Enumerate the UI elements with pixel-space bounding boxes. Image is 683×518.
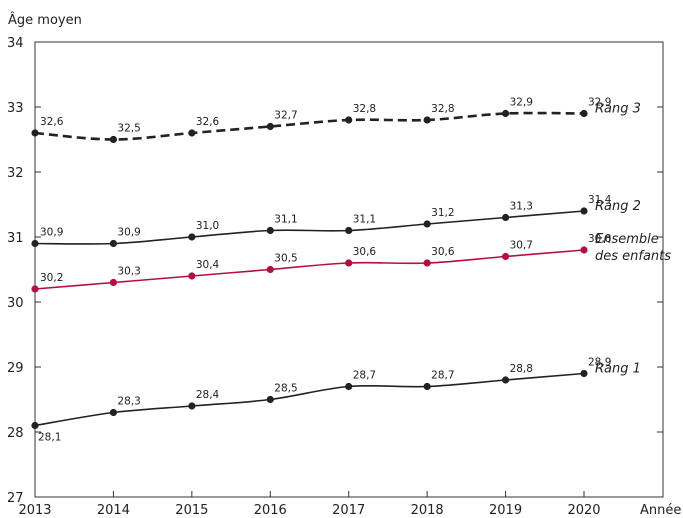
data-label: 30,2: [40, 272, 63, 284]
y-tick-label: 27: [7, 491, 24, 506]
data-label: 32,9: [510, 97, 533, 109]
data-point: [501, 376, 510, 384]
y-tick-label: 29: [7, 361, 24, 376]
y-tick-label: 34: [7, 36, 24, 51]
data-label: 28,9: [588, 357, 611, 369]
x-axis: 2013 2014 2015 2016 2017 2018 2019 2020: [18, 491, 601, 518]
data-point: [345, 116, 353, 124]
y-tick-label: 28: [7, 426, 24, 441]
data-point: [188, 129, 196, 137]
data-label: 28,5: [274, 383, 297, 395]
series-line: [34, 372, 585, 427]
data-point: [266, 122, 274, 131]
series-name-label: des enfants: [595, 249, 671, 264]
series-name-label: Rang 2: [595, 199, 641, 214]
data-label: 30,9: [117, 227, 140, 239]
data-label: 31,1: [274, 214, 297, 226]
data-point: [580, 246, 588, 254]
data-label: 31,2: [431, 207, 454, 219]
data-label: 30,7: [510, 240, 533, 252]
data-point: [345, 382, 353, 391]
data-point: [188, 402, 196, 410]
data-label: 28,7: [353, 370, 376, 382]
data-point: [580, 369, 588, 378]
x-tick-label: 2018: [411, 503, 444, 518]
x-tick-label: 2015: [175, 503, 208, 518]
data-point: [580, 207, 588, 215]
data-label: 30,6: [431, 246, 455, 258]
x-tick-label: 2013: [18, 503, 51, 518]
data-point: [423, 382, 431, 391]
data-label: 31,0: [196, 220, 219, 232]
y-tick-label: 32: [7, 166, 24, 181]
series-line: [34, 249, 585, 290]
data-point: [501, 109, 510, 118]
data-label: 30,6: [353, 246, 377, 258]
y-axis: 27 28 29 30 31 32 33 34: [7, 36, 663, 506]
data-point: [109, 408, 118, 417]
data-point: [266, 265, 274, 274]
data-label: 30,5: [274, 253, 297, 265]
data-label: 28,3: [117, 396, 140, 408]
x-tick-label: 2017: [332, 503, 365, 518]
series-line: [34, 210, 585, 245]
data-point: [423, 220, 431, 228]
data-point: [31, 285, 39, 293]
series-ensemble-des-enfants: 30,2 30,3 30,4 30,5 30,6 30,6 30,7 30,8Ensemble…: [31, 232, 671, 293]
data-label: 28,4: [196, 389, 220, 401]
data-label: 32,8: [353, 103, 376, 115]
data-label: 28,1: [38, 432, 61, 444]
y-tick-label: 33: [7, 101, 24, 116]
series-name-label: Rang 3: [595, 102, 641, 117]
x-tick-label: 2016: [254, 503, 287, 518]
data-label: 32,6: [40, 116, 64, 128]
y-tick-label: 31: [7, 231, 24, 246]
data-point: [31, 239, 39, 248]
series-name-label: Ensemble: [595, 232, 659, 247]
data-label: 31,3: [510, 201, 533, 213]
data-point: [501, 252, 510, 261]
series-name-label: Rang 1: [595, 362, 641, 377]
data-point: [109, 239, 118, 248]
data-label: 30,3: [117, 266, 140, 278]
data-point: [31, 421, 39, 430]
data-label: 28,8: [510, 363, 533, 375]
data-label: 30,9: [40, 227, 63, 239]
data-label: 28,7: [431, 370, 454, 382]
data-point: [580, 109, 588, 118]
x-tick-label: 2019: [489, 503, 522, 518]
data-point: [423, 259, 431, 267]
x-tick-label: 2020: [567, 503, 600, 518]
data-point: [31, 129, 39, 137]
data-label: 30,4: [196, 259, 220, 271]
y-axis-title: Âge moyen: [8, 12, 82, 28]
data-point: [345, 226, 353, 235]
data-label: 31,1: [353, 214, 376, 226]
data-label: 32,5: [117, 123, 140, 135]
data-point: [109, 278, 118, 287]
data-label: 32,6: [196, 116, 220, 128]
x-axis-title: Année: [640, 503, 681, 518]
data-point: [266, 395, 274, 404]
x-tick-label: 2014: [97, 503, 130, 518]
data-point: [188, 272, 196, 280]
data-point: [188, 233, 196, 241]
data-label: 32,7: [274, 110, 297, 122]
data-label: 30,8: [588, 233, 611, 245]
y-tick-label: 30: [7, 296, 24, 311]
data-point: [501, 213, 510, 222]
series-line: [34, 111, 585, 141]
data-label: 32,8: [431, 103, 454, 115]
data-label: 32,9: [588, 97, 611, 109]
data-point: [423, 116, 431, 124]
data-label: 31,4: [588, 194, 612, 206]
data-point: [345, 259, 353, 267]
data-point: [109, 135, 118, 144]
data-point: [266, 226, 274, 235]
